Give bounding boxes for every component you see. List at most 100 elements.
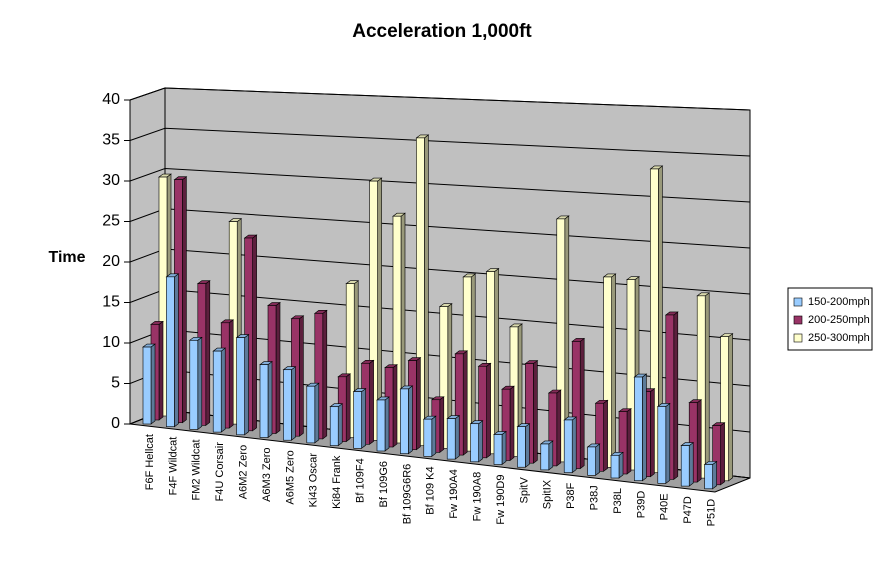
y-tick-label: 10 [102, 334, 120, 351]
bar-front [704, 464, 713, 490]
bar-side [548, 440, 554, 471]
bar-front [259, 364, 269, 438]
bar [547, 389, 562, 467]
bar-front [236, 337, 245, 436]
bar-side [462, 350, 468, 456]
bar-side [182, 176, 187, 424]
bar-side [579, 337, 585, 470]
y-tick-label: 35 [102, 132, 120, 149]
bar-front [353, 391, 362, 449]
bar [282, 366, 297, 441]
bar [469, 420, 484, 463]
bar-front [329, 406, 339, 446]
bar-side [720, 422, 725, 486]
bar-side [158, 320, 164, 421]
bar-side [275, 301, 281, 435]
bar [586, 443, 601, 476]
bars [142, 134, 734, 490]
bar [313, 309, 328, 440]
bar [516, 423, 531, 468]
bar [165, 273, 180, 428]
y-tick-label: 15 [102, 294, 120, 311]
bar [422, 415, 437, 457]
labels: 0 5 10 15 20 25 30 35 40 F6F Hellcat F4F Wildcat FM… [102, 91, 717, 526]
x-tick-label: P39D [635, 491, 647, 519]
bar-front [400, 388, 409, 454]
bar-front [610, 455, 620, 479]
legend-swatch [793, 333, 803, 343]
bar-side [431, 415, 437, 457]
x-tick-label: A6M2 Zero [238, 445, 250, 499]
bar-side [728, 333, 733, 482]
y-axis-label: Time [48, 249, 85, 266]
bar-side [501, 430, 507, 466]
y-tick-label: 5 [111, 375, 120, 392]
bar-front [563, 419, 573, 473]
bar [680, 442, 695, 487]
bar-front [493, 434, 503, 465]
bar-side [642, 373, 647, 482]
bar-front [423, 418, 433, 457]
bar [477, 362, 492, 459]
bar-side [205, 280, 211, 426]
bar-side [299, 315, 304, 437]
bar-side [603, 399, 608, 472]
bar-front [212, 350, 222, 433]
bar-side [704, 292, 710, 479]
x-tick-label: Fw 190D9 [495, 475, 507, 525]
bar [539, 440, 554, 471]
bar-front [166, 276, 175, 428]
bar-front [470, 423, 479, 463]
bar [493, 430, 507, 466]
bar-side [618, 451, 624, 479]
x-tick-label: Fw 190A8 [472, 472, 484, 522]
x-tick-label: P38F [565, 482, 577, 509]
bar [212, 347, 227, 433]
bar [142, 343, 156, 425]
bar [305, 382, 320, 444]
bar-side [494, 267, 499, 455]
bar [376, 396, 390, 452]
x-tick-label: F4F Wildcat [167, 437, 179, 496]
bar-side [361, 388, 366, 449]
bar-side [556, 389, 562, 467]
bar-side [252, 234, 257, 432]
y-tick-label: 25 [102, 213, 120, 230]
bar [656, 402, 671, 484]
bar-side [267, 361, 273, 439]
bar [594, 399, 609, 472]
bar [259, 361, 273, 439]
bar-side [150, 343, 156, 425]
x-tick-label: FM2 Wildcat [191, 439, 203, 500]
bar [352, 388, 367, 449]
bar-side [228, 319, 234, 429]
bar-side [650, 388, 655, 478]
bar-side [244, 334, 249, 436]
bar-front [446, 418, 456, 460]
bar-side [454, 415, 460, 460]
bar-side [424, 134, 429, 447]
legend: 150-200mph 200-250mph 250-300mph [793, 296, 870, 344]
x-tick-label: Fw 190A4 [448, 469, 460, 519]
bar-side [673, 311, 679, 480]
bar-side [337, 403, 343, 447]
bar-side [439, 396, 445, 453]
x-tick-label: P47D [682, 496, 694, 524]
bar [563, 416, 578, 474]
x-tick-label: Bf 109F4 [355, 458, 367, 503]
bar [618, 408, 632, 475]
x-tick-label: SpitIX [542, 479, 554, 509]
bar-side [314, 382, 320, 444]
bar-side [197, 336, 203, 430]
bar-side [533, 359, 538, 464]
bar-side [571, 416, 577, 474]
legend-label: 150-200mph [808, 296, 870, 308]
legend-swatch [793, 315, 803, 325]
x-tick-label: P38L [612, 488, 624, 514]
bar-side [525, 423, 530, 468]
bar-front [142, 346, 152, 425]
bar [524, 359, 539, 464]
bar-front [587, 446, 596, 476]
y-tick-label: 0 [111, 415, 120, 432]
